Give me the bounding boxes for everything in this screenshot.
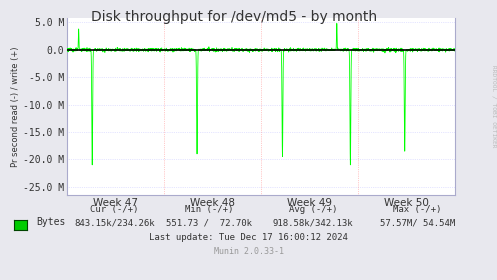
Text: Min (-/+): Min (-/+) <box>184 205 233 214</box>
Text: Last update: Tue Dec 17 16:00:12 2024: Last update: Tue Dec 17 16:00:12 2024 <box>149 233 348 242</box>
Text: Disk throughput for /dev/md5 - by month: Disk throughput for /dev/md5 - by month <box>90 10 377 24</box>
Text: Cur (-/+): Cur (-/+) <box>90 205 139 214</box>
Text: RRDTOOL / TOBI OETIKER: RRDTOOL / TOBI OETIKER <box>491 65 496 148</box>
Text: 57.57M/ 54.54M: 57.57M/ 54.54M <box>380 218 455 227</box>
Text: 843.15k/234.26k: 843.15k/234.26k <box>74 218 155 227</box>
Y-axis label: Pr second read (-) / write (+): Pr second read (-) / write (+) <box>11 46 20 167</box>
Text: Max (-/+): Max (-/+) <box>393 205 442 214</box>
Text: 551.73 /  72.70k: 551.73 / 72.70k <box>166 218 252 227</box>
Text: Munin 2.0.33-1: Munin 2.0.33-1 <box>214 247 283 256</box>
Text: Avg (-/+): Avg (-/+) <box>289 205 337 214</box>
Text: Bytes: Bytes <box>36 217 66 227</box>
Text: 918.58k/342.13k: 918.58k/342.13k <box>273 218 353 227</box>
